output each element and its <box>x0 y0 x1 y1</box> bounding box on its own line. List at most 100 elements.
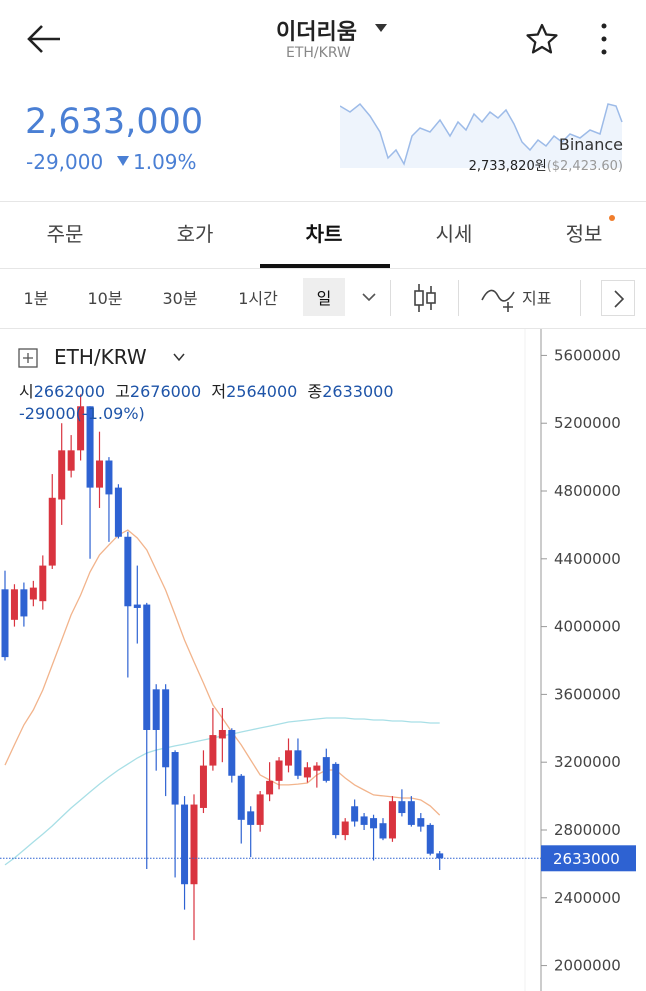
exchange-name: Binance <box>558 135 623 154</box>
divider <box>0 201 646 202</box>
interval[interactable]: 30분 <box>162 289 198 308</box>
interval[interactable]: 1시간 <box>238 289 278 308</box>
candle-body <box>77 406 85 451</box>
candle-body <box>199 765 207 808</box>
y-tick-label: 2800000 <box>554 821 621 839</box>
y-tick-label: 5200000 <box>554 414 621 432</box>
candle-body <box>256 794 264 825</box>
interval[interactable]: 1분 <box>23 289 49 308</box>
legend-label: 고 <box>115 382 130 401</box>
y-tick-label: 2400000 <box>554 889 621 907</box>
candle-body <box>237 775 245 820</box>
tab[interactable]: 정보 <box>565 222 603 246</box>
candle-body <box>96 460 103 488</box>
separator <box>458 280 459 316</box>
candle-body <box>407 801 415 825</box>
legend-symbol[interactable]: ETH/KRW <box>54 345 147 369</box>
last-price-box <box>541 845 636 872</box>
y-tick-label: 3200000 <box>554 753 621 771</box>
candle-body <box>171 752 179 805</box>
candle-body <box>332 763 340 836</box>
subtitle: ETH/KRW <box>286 45 351 61</box>
legend-value: 2564000 <box>226 382 298 401</box>
divider <box>0 268 646 269</box>
interval-selected[interactable]: 일 <box>316 289 332 308</box>
sparkline <box>340 102 623 168</box>
legend-value: 2676000 <box>129 382 202 401</box>
interval-dropdown[interactable] <box>361 292 377 302</box>
candle-body <box>181 804 189 885</box>
last-price-label: 2633000 <box>553 850 620 868</box>
candle-body <box>275 760 283 781</box>
legend-dropdown[interactable] <box>173 353 185 362</box>
favorite-star[interactable] <box>524 22 560 56</box>
exchange-krw: 2,733,820원 <box>468 159 547 174</box>
price-change: -29,000 <box>26 150 104 174</box>
candle-body <box>294 750 302 776</box>
y-tick-label: 4400000 <box>554 550 621 568</box>
candle-body <box>228 729 236 776</box>
interval[interactable]: 10분 <box>87 289 123 308</box>
y-tick-label: 4000000 <box>554 618 621 636</box>
candle-body <box>436 853 444 859</box>
candle-body <box>209 735 217 766</box>
indicator-button[interactable]: 지표 <box>522 289 552 308</box>
title-dropdown[interactable] <box>374 22 388 34</box>
candle-body <box>370 818 378 829</box>
tab[interactable]: 시세 <box>435 222 473 246</box>
candle-body <box>190 804 198 885</box>
tab-active[interactable]: 차트 <box>305 222 343 246</box>
scroll-right-button[interactable] <box>601 280 635 316</box>
title[interactable]: 이더리움 <box>276 20 357 45</box>
legend-label: 저 <box>211 382 227 401</box>
tab[interactable]: 호가 <box>176 222 214 246</box>
moving-average <box>4 529 441 816</box>
candle-body <box>285 750 292 766</box>
legend-value: 2662000 <box>33 382 105 401</box>
candle-body <box>29 587 37 600</box>
more-menu[interactable] <box>596 22 612 56</box>
candle-body <box>20 589 28 617</box>
exchange-usd: ($2,423.60) <box>546 159 623 174</box>
candle-body <box>247 811 255 825</box>
separator <box>390 280 391 316</box>
y-tick-label: 5600000 <box>554 346 621 364</box>
candle-body <box>303 767 311 778</box>
legend-label: 종 <box>307 382 323 401</box>
tab[interactable]: 주문 <box>46 222 84 246</box>
candlestick-chart: 2000000 2400000 2800000 3200000 3600000 40000… <box>0 329 636 991</box>
candle-body <box>86 406 94 488</box>
legend-expand-icon[interactable] <box>18 348 38 368</box>
candle-body <box>152 689 160 730</box>
legend-label: 시 <box>19 382 34 401</box>
candle-body <box>313 765 321 771</box>
candle-body <box>67 450 75 471</box>
separator <box>580 280 581 316</box>
candle-body <box>114 487 122 537</box>
notification-dot <box>609 215 615 221</box>
candle-body <box>379 823 387 839</box>
candle-body <box>105 460 113 495</box>
divider <box>0 328 646 329</box>
interval-selected-bg <box>303 278 345 316</box>
candle-body <box>133 604 141 608</box>
back-button[interactable] <box>24 22 64 56</box>
candle-body <box>417 818 425 827</box>
down-triangle <box>117 156 129 166</box>
candle-body <box>143 604 151 730</box>
price-change-pct: 1.09% <box>133 150 197 174</box>
candle-body <box>1 589 9 658</box>
candle-body <box>266 780 274 795</box>
candle-body <box>58 450 66 500</box>
candle-type-button[interactable] <box>412 282 438 314</box>
y-tick-label: 2000000 <box>554 957 621 975</box>
exchange-price: 2,733,820원($2,423.60) <box>469 155 623 174</box>
candle-body <box>218 729 226 739</box>
indicator-icon[interactable] <box>480 284 516 314</box>
candle-body <box>388 801 396 839</box>
candle-body <box>10 589 18 620</box>
candle-body <box>322 757 330 781</box>
legend-value: 2633000 <box>322 382 394 401</box>
candle-body <box>162 689 170 768</box>
candle-body <box>360 816 368 825</box>
